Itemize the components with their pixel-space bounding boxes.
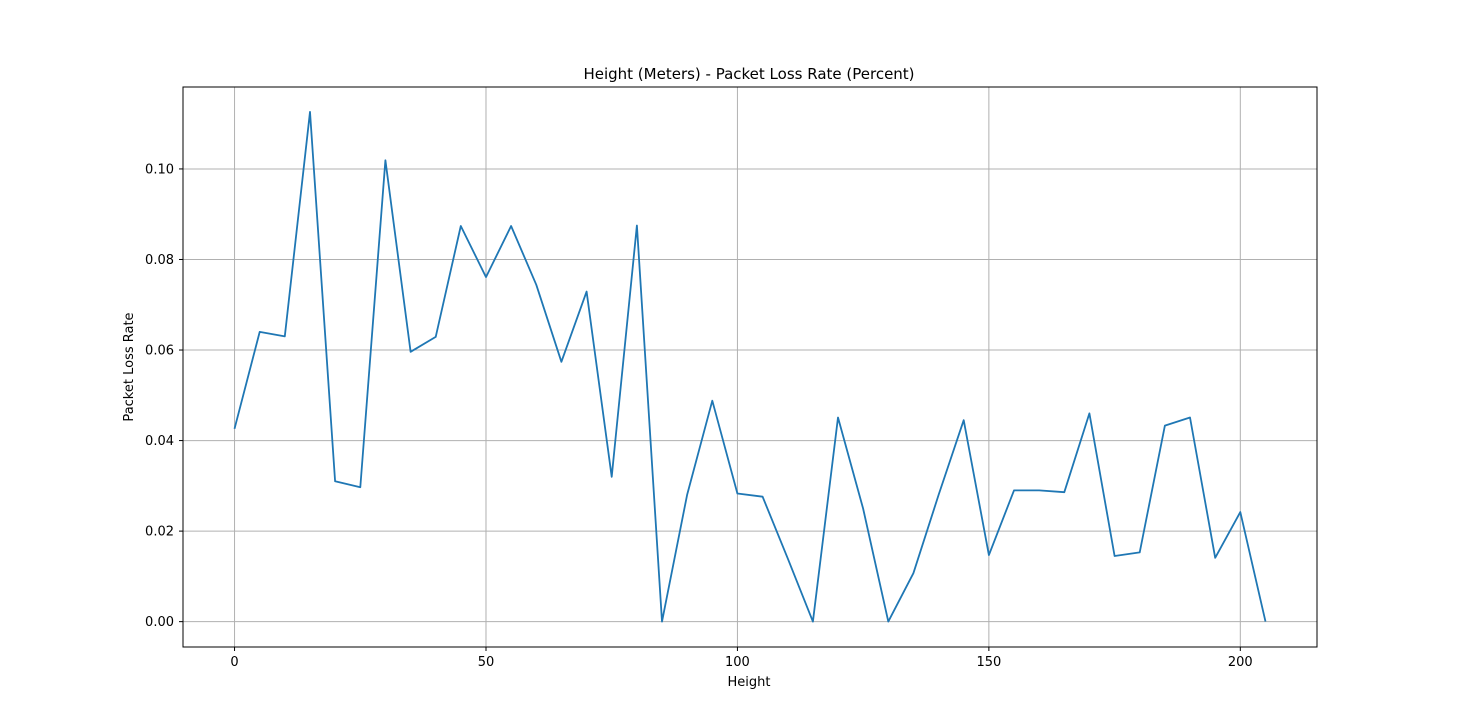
y-tick-label: 0.06: [145, 344, 174, 359]
x-tick-label: 0: [230, 655, 238, 670]
x-tick-label: 200: [1228, 655, 1253, 670]
x-tick-label: 150: [976, 655, 1001, 670]
x-tick-label: 100: [725, 655, 750, 670]
y-tick-label: 0.02: [145, 525, 174, 540]
plot-frame: [182, 86, 1318, 648]
y-axis-title: Packet Loss Rate: [122, 312, 137, 421]
y-axis: 0.00 0.02 0.04 0.06 0.08 0.10: [145, 162, 183, 630]
x-axis-title: Height: [728, 675, 771, 690]
grid: [183, 87, 1317, 647]
x-axis: 0 50 100 150 200: [230, 647, 1253, 670]
y-tick-label: 0.10: [145, 162, 174, 177]
chart-title: Height (Meters) - Packet Loss Rate (Perc…: [583, 65, 914, 83]
x-tick-label: 50: [478, 655, 495, 670]
y-tick-label: 0.00: [145, 615, 174, 630]
y-tick-label: 0.04: [145, 434, 174, 449]
y-tick-label: 0.08: [145, 253, 174, 268]
series-line: [233, 111, 1267, 623]
plot-area: [233, 111, 1267, 623]
